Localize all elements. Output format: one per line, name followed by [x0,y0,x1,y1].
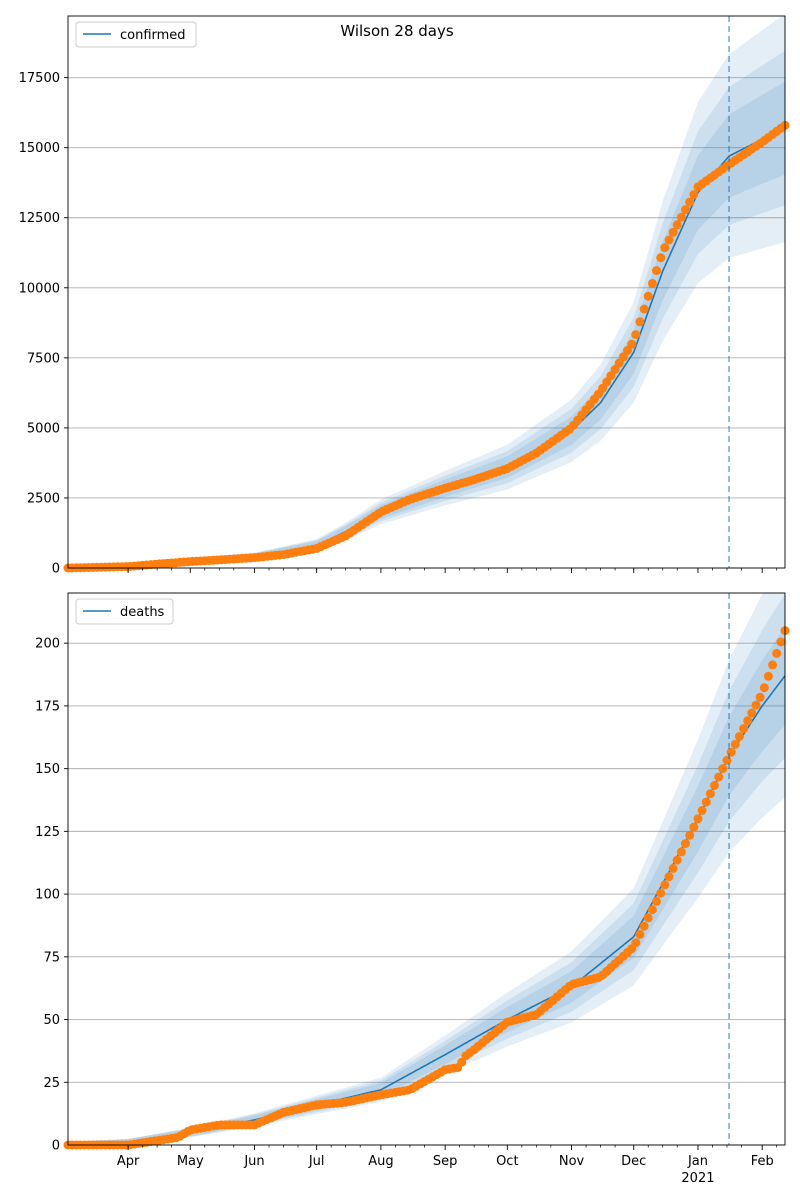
x-tick-label: Oct [496,1154,518,1169]
observed-point [701,797,711,807]
x-tick-label: Dec [621,1154,646,1169]
observed-point [635,929,645,939]
observed-point [685,830,695,840]
x-tick-label: Aug [368,1154,393,1169]
y-tick-label: 25 [43,1076,60,1091]
y-tick-label: 0 [52,562,60,577]
observed-point [676,847,686,857]
y-tick-label: 15000 [19,141,60,156]
observed-point [718,764,728,774]
observed-point [743,716,753,726]
observed-point [647,278,657,288]
plot-frame [67,15,786,569]
observed-point [734,732,744,741]
observed-point [772,648,782,658]
observed-point [660,880,670,890]
observed-point [631,330,641,340]
observed-point [672,220,682,230]
observed-point [685,197,695,207]
legend-label: confirmed [120,28,186,43]
legend-box [75,21,197,48]
plot-frame [67,592,786,1146]
observed-point [668,863,678,873]
x-tick-label: Jun [243,1154,264,1169]
observed-point [755,692,765,702]
x-tick-label: Apr [117,1154,140,1169]
uncertainty-band [68,16,785,568]
legend-label: deaths [120,605,165,620]
x-year-label: 2021 [681,1171,714,1186]
observed-point [730,739,740,749]
observed-point [668,227,678,237]
observed-point [693,814,703,824]
observed-point [676,212,686,222]
x-tick-label: Feb [751,1154,774,1169]
x-tick-label: Nov [559,1154,585,1169]
x-tick-label: May [177,1154,204,1169]
y-tick-label: 50 [43,1013,60,1028]
y-tick-label: 75 [43,950,60,965]
observed-point [722,755,732,765]
y-tick-label: 5000 [27,421,60,436]
observed-point [697,806,707,815]
y-tick-label: 100 [35,888,60,903]
observed-point [627,339,637,349]
chart-title: Wilson 28 days [340,22,454,40]
observed-point [681,839,690,849]
observed-point [639,304,649,314]
observed-point [689,190,699,199]
observed-point [656,253,666,263]
observed-point [751,700,761,710]
confirmed-panel: 0 2500 5000 7500 10000 12500 15000 17500 confirm… [19,15,790,577]
observed-point [763,671,773,681]
observed-point [759,683,769,693]
observed-point [689,822,699,832]
observed-point [664,872,674,882]
observed-point [714,772,724,782]
observed-point [652,266,661,276]
observed-point [647,905,657,915]
observed-point [656,888,666,898]
observed-point [635,317,645,327]
observed-point [747,708,757,718]
observed-point [652,896,661,906]
observed-point [710,780,719,790]
observed-point [660,243,670,253]
x-axis: Apr May Jun Jul Aug Sep Oct Nov Dec Jan Feb 2021 [117,568,778,1186]
x-tick-label: Sep [433,1154,458,1169]
y-tick-label: 0 [52,1139,60,1154]
y-tick-label: 10000 [19,281,60,296]
observed-point [664,235,674,245]
observed-point [639,921,649,931]
y-tick-label: 125 [35,825,60,840]
y-tick-label: 200 [35,637,60,652]
deaths-panel: 0 25 50 75 100 125 150 175 200 deaths [35,592,790,1154]
observed-point [631,938,641,948]
y-tick-label: 17500 [19,71,60,86]
x-tick-label: Jul [308,1154,325,1169]
y-tick-label: 175 [35,699,60,714]
observed-point [776,637,786,647]
observed-point [739,724,749,734]
observed-point [705,789,715,799]
observed-point [726,747,736,757]
observed-point [681,205,690,215]
observed-point [768,660,778,670]
observed-point [457,1057,467,1067]
observed-point [643,291,653,301]
y-tick-label: 150 [35,762,60,777]
legend-box [75,598,174,625]
x-tick-label: Jan [687,1154,708,1169]
y-tick-label: 7500 [27,351,60,366]
observed-point [672,855,682,865]
y-tick-label: 12500 [19,211,60,226]
observed-point [643,913,653,923]
y-tick-label: 2500 [27,491,60,506]
